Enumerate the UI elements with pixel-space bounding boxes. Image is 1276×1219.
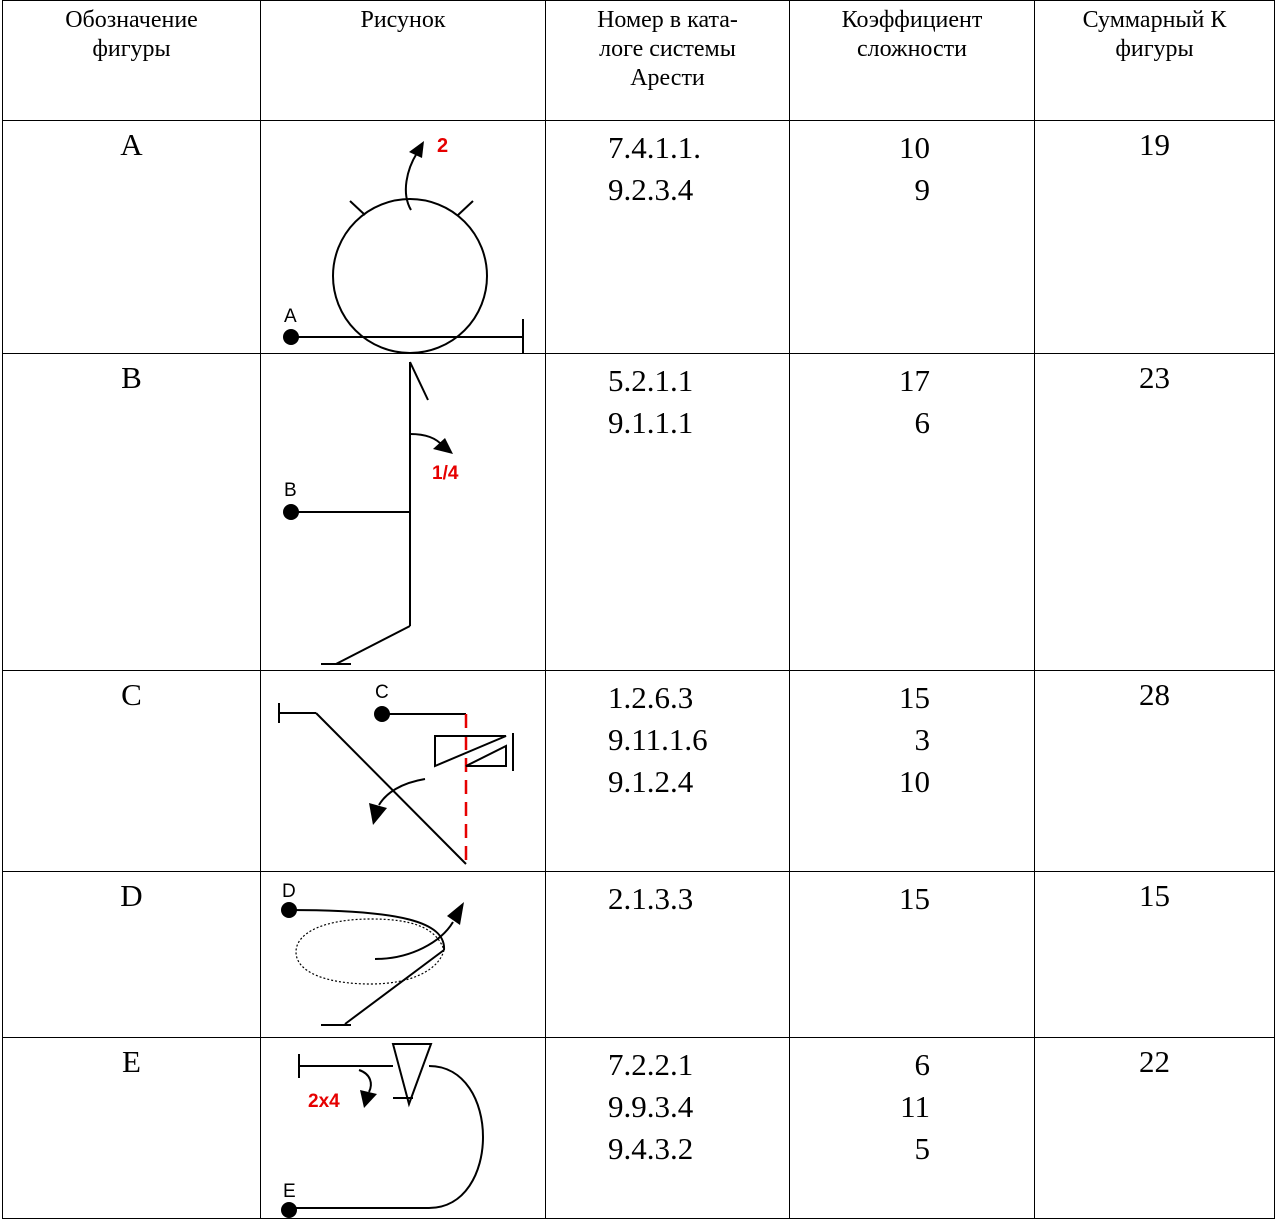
figure-d-diagram: D	[281, 881, 464, 1026]
header-row: Обозначение фигуры Рисунок Номер в ката-…	[2, 0, 1275, 121]
figure-drawing-a: A 2	[260, 120, 546, 354]
difficulty-coefficients: 17 6	[789, 353, 1035, 671]
start-point-label: B	[284, 480, 297, 501]
figure-label: D	[2, 871, 261, 1038]
header-total-coefficient: Суммарный К фигуры	[1034, 0, 1275, 121]
difficulty-coefficients: 6 11 5	[789, 1037, 1035, 1219]
difficulty-coefficients: 15	[789, 871, 1035, 1038]
total-coefficient: 28	[1034, 670, 1275, 872]
table-row: A A 2 7.4.1.1. 9.2.3.4 10 9 19	[2, 120, 1275, 354]
start-point-label: C	[375, 682, 389, 703]
table-row: E E 2x4 7.2.2.1 9.9.3.4 9.4.3.2 6 11 5 22	[2, 1037, 1275, 1219]
figure-label: B	[2, 353, 261, 671]
catalog-numbers: 1.2.6.3 9.11.1.6 9.1.2.4	[545, 670, 790, 872]
catalog-numbers: 7.4.1.1. 9.2.3.4	[545, 120, 790, 354]
catalog-numbers: 2.1.3.3	[545, 871, 790, 1038]
figure-label: A	[2, 120, 261, 354]
table-row: B B 1/4 5.2.1.1 9.1.1.1 17 6 23	[2, 353, 1275, 671]
catalog-numbers: 7.2.2.1 9.9.3.4 9.4.3.2	[545, 1037, 790, 1219]
figure-drawing-d: D	[260, 871, 546, 1038]
start-point-label: D	[282, 881, 296, 902]
figure-drawing-e: E 2x4	[260, 1037, 546, 1219]
start-point-label: A	[284, 306, 297, 327]
total-coefficient: 22	[1034, 1037, 1275, 1219]
figure-label: C	[2, 670, 261, 872]
header-difficulty-coefficient: Коэффициент сложности	[789, 0, 1035, 121]
figure-c-diagram: C	[278, 682, 514, 865]
figure-label: E	[2, 1037, 261, 1219]
start-point-label: E	[283, 1181, 296, 1202]
rotation-mark: 1/4	[432, 463, 459, 484]
header-drawing: Рисунок	[260, 0, 546, 121]
figure-e-diagram: E 2x4	[281, 1043, 484, 1218]
total-coefficient: 15	[1034, 871, 1275, 1038]
total-coefficient: 23	[1034, 353, 1275, 671]
figure-b-diagram: B 1/4	[283, 361, 459, 665]
header-catalog-number: Номер в ката- логе системы Арести	[545, 0, 790, 121]
repeat-mark: 2x4	[308, 1091, 340, 1112]
rotation-mark: 2	[437, 135, 448, 157]
figure-drawing-c: C	[260, 670, 546, 872]
difficulty-coefficients: 15 3 10	[789, 670, 1035, 872]
table-row: D D 2.1.3.3 15 15	[2, 871, 1275, 1038]
total-coefficient: 19	[1034, 120, 1275, 354]
catalog-numbers: 5.2.1.1 9.1.1.1	[545, 353, 790, 671]
header-figure-designation: Обозначение фигуры	[2, 0, 261, 121]
difficulty-coefficients: 10 9	[789, 120, 1035, 354]
figure-a-diagram: A 2	[283, 135, 524, 353]
table-row: C C 1.2.6.3 9.11.1.6 9.1.2.4 15 3 10	[2, 670, 1275, 872]
figure-drawing-b: B 1/4	[260, 353, 546, 671]
